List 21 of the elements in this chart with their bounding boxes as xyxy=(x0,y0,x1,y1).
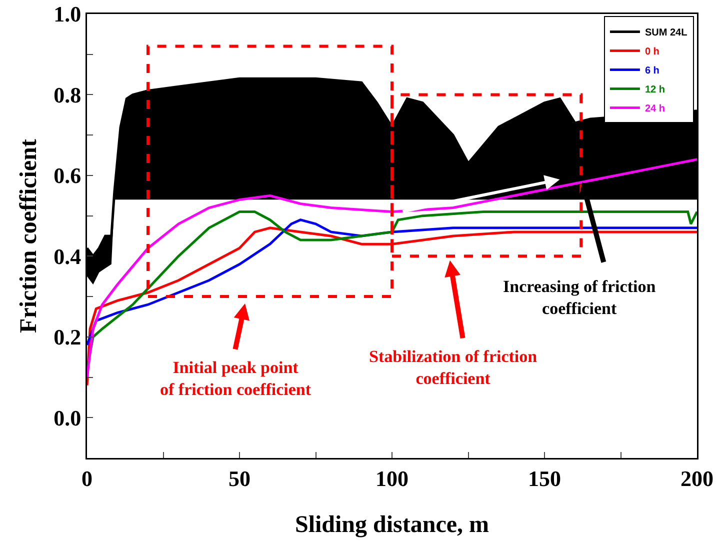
y-tick-label: 0.8 xyxy=(54,82,82,108)
annotation: Initial peak point of friction coefficient xyxy=(160,358,312,400)
annotation: Stabilization of friction coefficient xyxy=(369,347,538,388)
y-tick-label: 0.0 xyxy=(54,405,82,430)
legend-label: 6 h xyxy=(644,66,660,77)
legend-label: 12 h xyxy=(644,84,665,96)
legend-label: SUM 24L xyxy=(644,28,688,39)
legend-label: 24 h xyxy=(644,104,665,115)
y-tick-label: 0.6 xyxy=(54,163,82,188)
x-tick-label: 0 xyxy=(82,466,92,491)
y-tick-label: 1.0 xyxy=(54,2,82,27)
x-tick-label: 100 xyxy=(376,466,408,491)
y-tick-label: 0.4 xyxy=(54,244,82,269)
x-tick-label: 50 xyxy=(228,466,250,491)
y-tick-label: 0.2 xyxy=(54,324,82,350)
x-axis-title: Sliding distance, m xyxy=(294,512,490,538)
x-tick-label: 150 xyxy=(528,466,561,491)
annotation: Increasing of friction coefficient xyxy=(503,277,656,318)
y-axis-title: Friction coefficient xyxy=(16,139,42,333)
legend-label: 0 h xyxy=(644,46,660,58)
x-tick-label: 200 xyxy=(680,466,714,491)
